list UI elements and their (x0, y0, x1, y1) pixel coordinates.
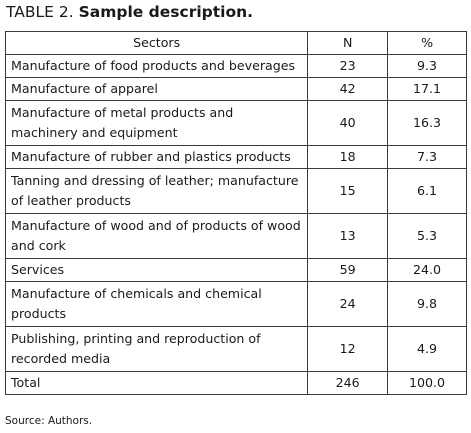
table-row: Manufacture of metal products and machin… (4, 100, 467, 146)
sector-cell: Manufacture of food products and beverag… (4, 54, 309, 78)
table-row-total: Total 246 100.0 (4, 371, 467, 395)
n-cell: 24 (307, 281, 389, 327)
percent-cell: 6.1 (387, 168, 467, 214)
percent-cell: 17.1 (387, 77, 467, 101)
table-row: Publishing, printing and reproduction of… (4, 326, 467, 372)
percent-cell: 16.3 (387, 100, 467, 146)
percent-cell: 100.0 (387, 371, 467, 395)
n-cell: 18 (307, 145, 389, 169)
table-row: Manufacture of rubber and plastics produ… (4, 145, 467, 169)
table-number: TABLE 2. (6, 3, 74, 21)
percent-cell: 9.8 (387, 281, 467, 327)
sector-cell: Manufacture of metal products and machin… (4, 100, 309, 146)
source-note: Source: Authors. (5, 415, 93, 427)
n-cell: 12 (307, 326, 389, 372)
n-cell: 42 (307, 77, 389, 101)
percent-cell: 24.0 (387, 258, 467, 282)
n-cell: 13 (307, 213, 389, 259)
sample-description-table: Sectors N % Manufacture of food products… (4, 31, 467, 395)
table-row: Manufacture of wood and of products of w… (4, 213, 467, 259)
column-header-percent: % (387, 31, 467, 55)
percent-cell: 4.9 (387, 326, 467, 372)
percent-cell: 7.3 (387, 145, 467, 169)
table-row: Tanning and dressing of leather; manufac… (4, 168, 467, 214)
percent-cell: 5.3 (387, 213, 467, 259)
table-row: Manufacture of chemicals and chemical pr… (4, 281, 467, 327)
table-title: Sample description. (78, 3, 254, 21)
n-cell: 59 (307, 258, 389, 282)
sector-cell: Tanning and dressing of leather; manufac… (4, 168, 309, 214)
sector-cell: Manufacture of wood and of products of w… (4, 213, 309, 259)
sector-cell: Services (4, 258, 309, 282)
column-header-sectors: Sectors (4, 31, 309, 55)
n-cell: 40 (307, 100, 389, 146)
table-row: Manufacture of apparel 42 17.1 (4, 77, 467, 101)
sector-cell: Manufacture of chemicals and chemical pr… (4, 281, 309, 327)
table-row: Manufacture of food products and beverag… (4, 54, 467, 78)
n-cell: 15 (307, 168, 389, 214)
n-cell: 246 (307, 371, 389, 395)
table-caption: TABLE 2. Sample description. (6, 2, 253, 22)
table-row: Services 59 24.0 (4, 258, 467, 282)
n-cell: 23 (307, 54, 389, 78)
sector-cell: Total (4, 371, 309, 395)
sector-cell: Manufacture of apparel (4, 77, 309, 101)
column-header-n: N (307, 31, 389, 55)
table-header-row: Sectors N % (4, 31, 467, 55)
percent-cell: 9.3 (387, 54, 467, 78)
sector-cell: Publishing, printing and reproduction of… (4, 326, 309, 372)
sector-cell: Manufacture of rubber and plastics produ… (4, 145, 309, 169)
